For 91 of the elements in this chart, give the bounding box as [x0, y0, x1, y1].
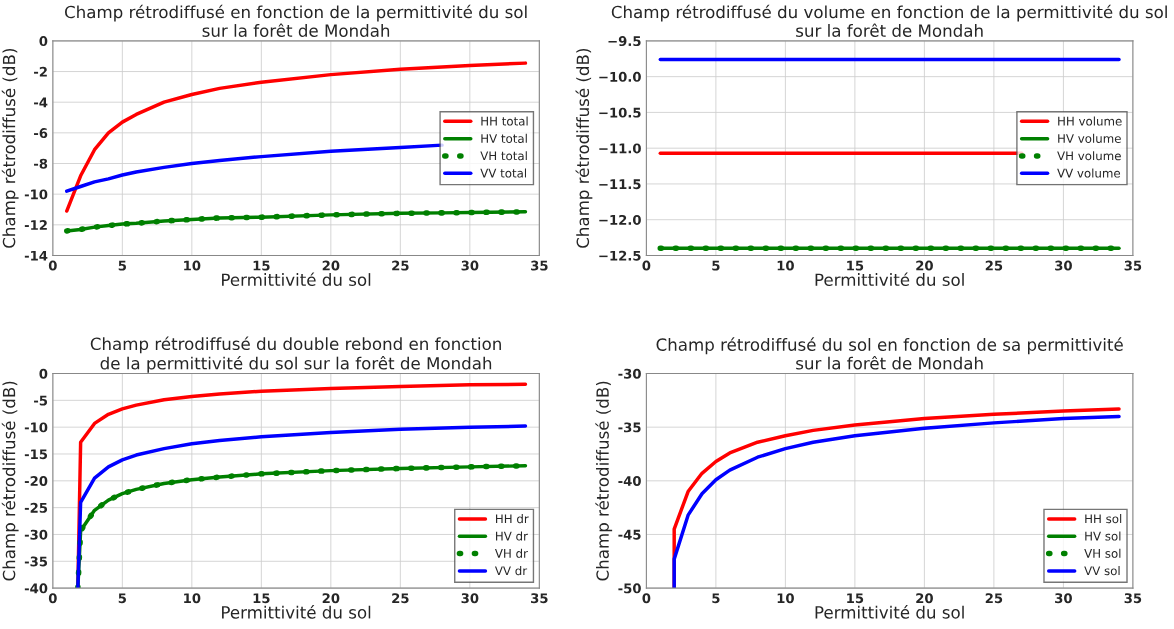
x-tick-label: 5 [712, 593, 720, 604]
y-tick-label: -40 [618, 476, 641, 487]
x-tick-label: 25 [985, 260, 1003, 271]
y-axis-title: Champ rétrodiffusé (dB) [1, 381, 19, 581]
x-axis-title: Permittivité du sol [222, 272, 371, 287]
x-tick-label: 30 [1055, 593, 1072, 604]
x-tick-label: 0 [48, 260, 57, 271]
legend-label: VV volume [1057, 168, 1121, 178]
y-tick-label: -10 [24, 189, 48, 200]
y-tick-label: -35 [618, 422, 641, 433]
y-tick-label: −11.0 [599, 143, 641, 154]
chart-title: Champ rétrodiffusé du volume en fonction de la permittivité du sol sur la forêt de Mondah [611, 4, 1167, 37]
y-tick-label: -45 [618, 529, 641, 540]
x-tick-label: 5 [118, 593, 126, 604]
y-tick-label: −10.0 [599, 71, 641, 82]
legend-label: HH dr [496, 514, 529, 524]
legend-label: VH total [480, 151, 527, 161]
y-tick-label: −10.5 [599, 107, 641, 118]
x-tick-label: 35 [531, 593, 548, 604]
chart-title: Champ rétrodiffusé du double rebond en fonction de la permittivité du sol sur la forêt de Mondah [90, 336, 501, 373]
legend-label: HH sol [1085, 514, 1122, 524]
x-tick-label: 30 [1055, 260, 1072, 271]
x-tick-label: 10 [184, 260, 201, 271]
x-tick-label: 35 [531, 260, 548, 271]
y-tick-label: -40 [24, 583, 48, 594]
x-tick-label: 25 [985, 593, 1003, 604]
y-axis-title: Champ rétrodiffusé (dB) [1, 49, 19, 248]
legend-label: VV dr [494, 566, 528, 576]
y-tick-label: −12.5 [599, 250, 641, 261]
chart-title: Champ rétrodiffusé en fonction de la permittivité du sol sur la forêt de Mondah [64, 4, 527, 37]
x-tick-label: 10 [777, 593, 794, 604]
y-axis-title: Champ rétrodiffusé (dB) [595, 381, 613, 581]
x-tick-label: 0 [642, 593, 651, 604]
legend-label: HH total [481, 116, 528, 126]
y-axis-title: Champ rétrodiffusé (dB) [575, 49, 593, 248]
x-tick-label: 15 [253, 593, 270, 604]
x-tick-label: 5 [712, 260, 720, 271]
legend-label: VV total [480, 168, 527, 178]
legend-label: VH dr [494, 548, 528, 558]
y-tick-label: -10 [24, 422, 48, 433]
y-tick-label: −12.0 [599, 214, 641, 225]
y-tick-label: -30 [618, 368, 641, 379]
x-tick-label: 10 [184, 593, 201, 604]
x-tick-label: 15 [847, 593, 864, 604]
y-tick-label: −9.5 [608, 36, 641, 47]
y-tick-label: -6 [34, 128, 48, 139]
y-tick-label: -25 [24, 502, 48, 513]
x-tick-label: 25 [392, 593, 409, 604]
y-tick-label: -12 [24, 220, 47, 230]
y-tick-label: -4 [34, 97, 48, 108]
x-tick-label: 0 [48, 593, 57, 604]
x-axis-title: Permittivité du sol [815, 605, 964, 619]
x-tick-label: 30 [461, 593, 479, 604]
x-tick-label: 20 [916, 593, 933, 604]
legend-label: HV total [481, 133, 527, 143]
legend-label: VH sol [1084, 548, 1121, 558]
y-tick-label: -2 [34, 66, 47, 77]
y-tick-label: −11.5 [599, 179, 641, 190]
x-axis-title: Permittivité du sol [222, 605, 371, 619]
line-series [76, 424, 528, 589]
x-tick-label: 30 [461, 260, 479, 271]
legend-label: VV sol [1084, 566, 1120, 576]
chart-title: Champ rétrodiffusé du sol en fonction de sa permittivité sur la forêt de Mondah [656, 337, 1123, 370]
x-tick-label: 35 [1124, 260, 1142, 271]
legend-label: VH volume [1057, 151, 1121, 161]
legend-label: HV sol [1085, 531, 1121, 541]
x-tick-label: 20 [916, 260, 933, 271]
y-tick-label: -35 [24, 556, 48, 567]
y-tick-label: -8 [34, 158, 48, 169]
x-tick-label: 20 [322, 260, 340, 271]
y-tick-label: 0 [39, 36, 48, 47]
x-tick-label: 10 [777, 260, 794, 271]
y-tick-label: -50 [618, 583, 641, 594]
y-tick-label: -30 [24, 529, 48, 540]
legend-label: HV volume [1058, 133, 1121, 143]
x-axis-title: Permittivité du sol [815, 272, 964, 287]
line-series [64, 61, 528, 213]
y-tick-label: -20 [24, 476, 48, 487]
x-tick-label: 25 [392, 260, 409, 271]
y-tick-label: -15 [24, 449, 48, 460]
legend-label: HH volume [1058, 116, 1122, 126]
y-tick-label: -5 [34, 395, 48, 406]
x-tick-label: 20 [322, 593, 340, 604]
y-tick-label: 0 [39, 368, 48, 379]
x-tick-label: 15 [847, 260, 864, 271]
x-tick-label: 0 [642, 260, 651, 271]
x-tick-label: 5 [118, 260, 126, 271]
y-tick-label: -14 [24, 250, 48, 261]
legend-label: HV dr [496, 531, 528, 541]
x-tick-label: 35 [1124, 593, 1142, 604]
x-tick-label: 15 [253, 260, 270, 271]
